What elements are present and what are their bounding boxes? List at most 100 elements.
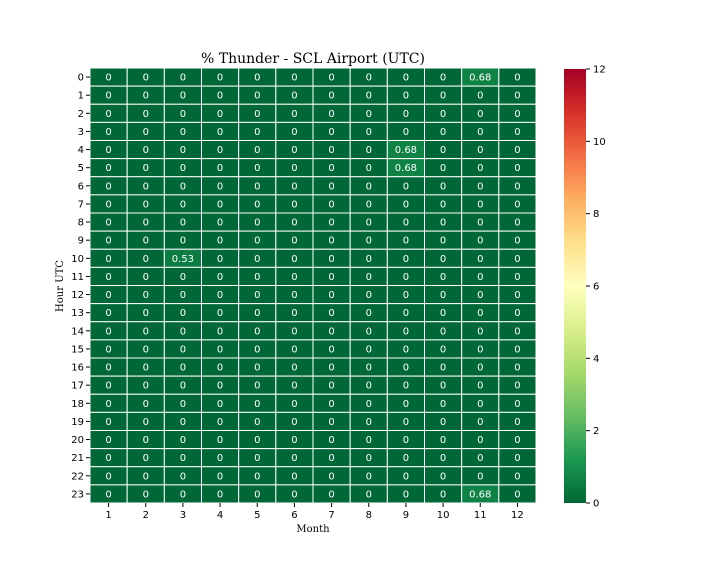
cell-value-label: 0 (328, 290, 334, 301)
cell-value-label: 0 (366, 91, 372, 102)
cell-value-label: 0 (254, 236, 260, 247)
cell-value-label: 0 (514, 453, 520, 464)
cell-value-label: 0 (403, 272, 409, 283)
cell-value-label: 0 (254, 91, 260, 102)
cell-value-label: 0 (180, 417, 186, 428)
cell-value-label: 0 (217, 272, 223, 283)
cell-value-label: 0 (366, 381, 372, 392)
cell-value-label: 0 (217, 290, 223, 301)
cell-value-label: 0 (180, 218, 186, 229)
cell-value-label: 0 (440, 326, 446, 337)
cell-value-label: 0 (105, 145, 111, 156)
y-tick-label: 10 (71, 254, 84, 265)
cell-value-label: 0 (440, 308, 446, 319)
cell-value-label: 0 (180, 308, 186, 319)
cell-value-label: 0 (217, 489, 223, 500)
cell-value-label: 0 (403, 326, 409, 337)
y-tick-label: 5 (78, 163, 84, 174)
cell-value-label: 0 (180, 471, 186, 482)
cell-value-label: 0 (254, 471, 260, 482)
cell-value-label: 0 (514, 435, 520, 446)
cell-value-label: 0 (291, 471, 297, 482)
cell-value-label: 0 (143, 73, 149, 84)
cell-value-label: 0 (105, 163, 111, 174)
cell-value-label: 0 (440, 109, 446, 120)
cell-value-label: 0 (366, 218, 372, 229)
cell-value-label: 0 (254, 290, 260, 301)
cell-value-label: 0 (143, 489, 149, 500)
cell-value-label: 0 (328, 381, 334, 392)
cell-value-label: 0 (105, 453, 111, 464)
cell-value-label: 0 (514, 471, 520, 482)
cell-value-label: 0 (366, 308, 372, 319)
cell-value-label: 0 (477, 127, 483, 138)
cell-value-label: 0 (477, 91, 483, 102)
cell-value-label: 0 (328, 109, 334, 120)
y-tick-label: 16 (71, 363, 84, 374)
cell-value-label: 0.68 (469, 73, 491, 84)
cell-value-label: 0 (514, 181, 520, 192)
cell-value-label: 0 (403, 453, 409, 464)
cell-value-label: 0 (366, 109, 372, 120)
cell-value-label: 0 (254, 489, 260, 500)
cell-value-label: 0 (105, 127, 111, 138)
cell-value-label: 0 (440, 272, 446, 283)
cell-value-label: 0 (217, 218, 223, 229)
cell-value-label: 0 (366, 254, 372, 265)
cell-value-label: 0 (514, 381, 520, 392)
cell-value-label: 0 (403, 381, 409, 392)
cell-value-label: 0 (291, 181, 297, 192)
cell-value-label: 0 (328, 489, 334, 500)
cell-value-label: 0 (254, 326, 260, 337)
cell-value-label: 0 (180, 272, 186, 283)
cell-value-label: 0 (514, 308, 520, 319)
cell-value-label: 0 (514, 326, 520, 337)
cell-value-label: 0 (291, 127, 297, 138)
cell-value-label: 0 (477, 344, 483, 355)
cell-value-label: 0 (105, 435, 111, 446)
cell-value-label: 0 (403, 471, 409, 482)
y-tick-label: 8 (78, 218, 84, 229)
cell-value-label: 0 (105, 363, 111, 374)
cell-value-label: 0 (403, 236, 409, 247)
cell-value-label: 0 (514, 109, 520, 120)
y-tick-label: 13 (71, 308, 84, 319)
cell-value-label: 0 (254, 109, 260, 120)
cell-value-label: 0 (105, 471, 111, 482)
cell-value-label: 0 (328, 127, 334, 138)
cell-value-label: 0 (403, 435, 409, 446)
cell-value-label: 0 (291, 199, 297, 210)
cell-value-label: 0 (180, 399, 186, 410)
cell-value-label: 0 (514, 163, 520, 174)
cell-value-label: 0 (477, 199, 483, 210)
x-tick-label: 4 (217, 510, 223, 521)
cell-value-label: 0 (291, 417, 297, 428)
cell-value-label: 0 (403, 290, 409, 301)
cell-value-label: 0 (403, 417, 409, 428)
cell-value-label: 0 (254, 218, 260, 229)
cell-value-label: 0 (143, 308, 149, 319)
cell-value-label: 0 (180, 199, 186, 210)
y-tick-label: 23 (71, 489, 84, 500)
cell-value-label: 0 (328, 399, 334, 410)
y-tick-label: 2 (78, 109, 84, 120)
colorbar-tick-label: 12 (593, 65, 606, 76)
x-tick-label: 12 (511, 510, 524, 521)
y-tick-label: 20 (71, 435, 84, 446)
cell-value-label: 0 (105, 218, 111, 229)
cell-value-label: 0 (514, 218, 520, 229)
cell-value-label: 0 (143, 199, 149, 210)
cell-value-label: 0 (514, 417, 520, 428)
cell-value-label: 0 (403, 181, 409, 192)
cell-value-label: 0 (105, 326, 111, 337)
y-tick-label: 22 (71, 471, 84, 482)
cell-value-label: 0 (143, 435, 149, 446)
y-tick-label: 7 (78, 199, 84, 210)
cell-value-label: 0 (143, 399, 149, 410)
cell-value-label: 0 (440, 471, 446, 482)
cell-value-label: 0 (440, 489, 446, 500)
colorbar-gradient (564, 69, 586, 503)
y-tick-label: 18 (71, 399, 84, 410)
cell-value-label: 0 (403, 199, 409, 210)
cell-value-label: 0 (440, 363, 446, 374)
